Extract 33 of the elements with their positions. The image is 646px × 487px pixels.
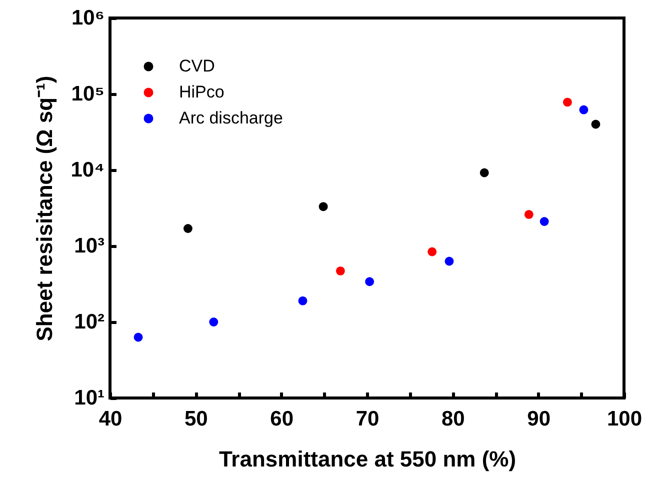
legend-label: Arc discharge bbox=[179, 108, 283, 128]
point bbox=[562, 98, 572, 107]
point bbox=[579, 105, 588, 114]
y-tick-label: 10⁴ bbox=[70, 158, 104, 182]
x-tick-label: 80 bbox=[441, 408, 465, 430]
legend-label: CVD bbox=[179, 56, 215, 76]
point bbox=[298, 296, 308, 306]
x-tick-label: 90 bbox=[527, 408, 551, 430]
point bbox=[318, 202, 328, 212]
x-tick-label: 40 bbox=[98, 408, 122, 430]
y-tick-label: 10⁵ bbox=[71, 82, 104, 106]
point bbox=[134, 332, 143, 342]
y-tick-label: 10¹ bbox=[74, 386, 104, 410]
point bbox=[365, 277, 374, 286]
legend-label: HiPco bbox=[179, 82, 224, 102]
point bbox=[428, 247, 437, 256]
y-tick-label: 10³ bbox=[74, 234, 104, 258]
point bbox=[183, 224, 192, 233]
x-tick-label: 50 bbox=[184, 408, 208, 430]
point bbox=[336, 266, 345, 276]
point bbox=[444, 256, 454, 266]
x-tick-label: 70 bbox=[356, 408, 380, 430]
y-axis-title: Sheet resisitance (Ω sq⁻¹) bbox=[32, 76, 57, 342]
x-tick-label: 60 bbox=[270, 408, 294, 430]
point bbox=[480, 168, 489, 178]
y-tick-label: 10² bbox=[74, 310, 104, 334]
x-tick-label: 100 bbox=[606, 408, 642, 430]
y-tick-label: 10⁶ bbox=[71, 6, 104, 30]
point bbox=[209, 318, 218, 326]
x-axis-title: Transmittance at 550 nm (%) bbox=[218, 446, 516, 472]
point bbox=[524, 210, 534, 219]
point bbox=[540, 217, 549, 226]
point bbox=[591, 120, 600, 129]
